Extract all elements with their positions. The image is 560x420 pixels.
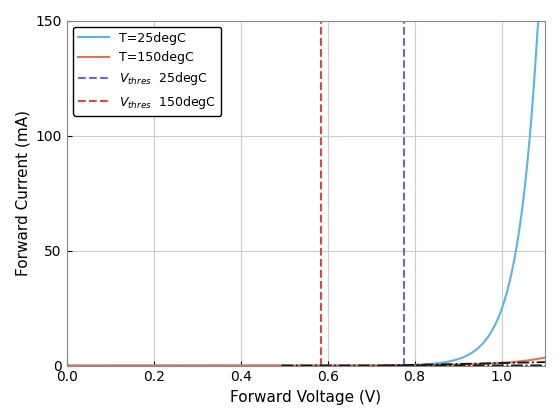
Y-axis label: Forward Current (mA): Forward Current (mA) xyxy=(15,110,30,276)
X-axis label: Forward Voltage (V): Forward Voltage (V) xyxy=(230,390,381,405)
Legend: T=25degC, T=150degC, $V_{thres}$  25degC, $V_{thres}$  150degC: T=25degC, T=150degC, $V_{thres}$ 25degC,… xyxy=(73,27,221,116)
